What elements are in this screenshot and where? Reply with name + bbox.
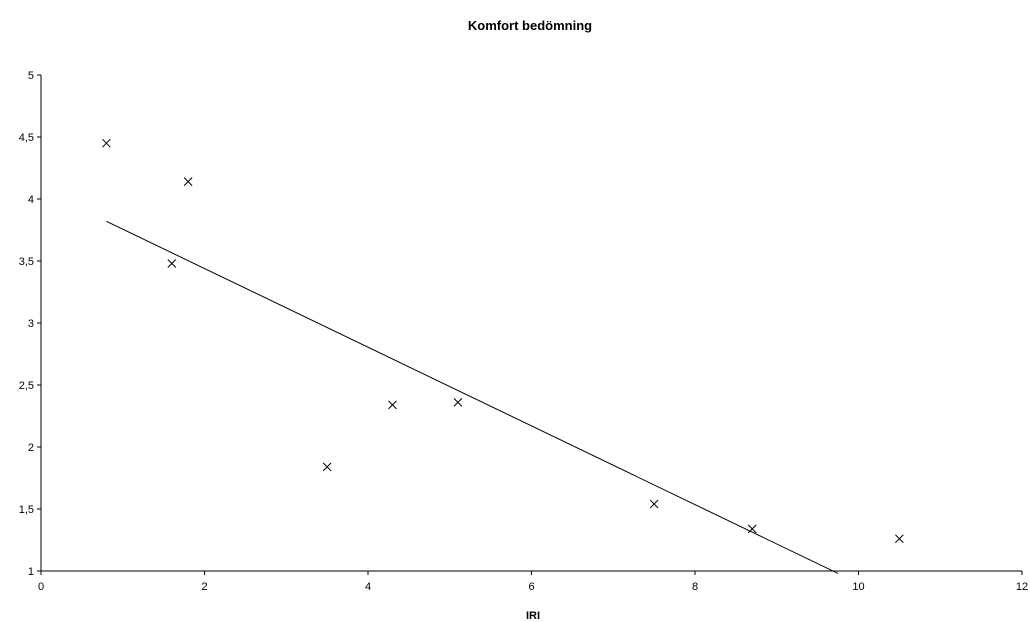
y-tick-label: 3,5 — [19, 256, 34, 268]
data-point-x-marker — [322, 462, 332, 472]
tick-marks — [37, 74, 1023, 575]
marker-stroke — [167, 259, 177, 268]
x-tick-label: 0 — [38, 581, 44, 593]
data-point-x-marker — [102, 138, 111, 148]
marker-stroke — [747, 524, 757, 534]
y-tick-label: 1,5 — [19, 504, 34, 516]
data-points — [102, 138, 904, 544]
trendline-group — [106, 220, 839, 574]
x-tick-label: 10 — [852, 581, 864, 593]
data-point-x-marker — [649, 499, 659, 509]
chart-title: Komfort bedömning — [467, 18, 593, 33]
x-tick-label: 4 — [365, 581, 371, 593]
marker-stroke — [388, 400, 397, 410]
x-tick-label: 2 — [201, 581, 207, 593]
data-point-x-marker — [183, 177, 193, 186]
marker-stroke — [649, 499, 659, 509]
tick-labels: 1 1,5 2 2,5 3 3,5 4 4,5 5 0 2 4 6 8 10 12 — [19, 70, 1028, 593]
marker-stroke — [453, 398, 463, 407]
y-tick-label: 4,5 — [19, 132, 34, 144]
x-tick-label: 6 — [528, 581, 534, 593]
marker-stroke — [895, 534, 904, 544]
x-tick-label: 8 — [692, 581, 698, 593]
data-point-x-marker — [167, 259, 177, 268]
y-tick-label: 4 — [28, 194, 34, 206]
marker-stroke — [183, 177, 193, 186]
data-point-x-marker — [895, 534, 904, 544]
data-point-x-marker — [747, 524, 757, 534]
trendline — [106, 220, 839, 574]
x-axis-title: IRI — [526, 610, 540, 622]
x-tick-label: 12 — [1016, 581, 1028, 593]
data-point-x-marker — [388, 400, 397, 410]
y-tick-label: 2,5 — [19, 380, 34, 392]
marker-stroke — [322, 462, 332, 472]
y-tick-label: 1 — [28, 566, 34, 578]
y-tick-label: 2 — [28, 442, 34, 454]
marker-stroke — [102, 138, 111, 148]
axes — [40, 75, 1022, 572]
y-tick-label: 5 — [28, 70, 34, 82]
y-tick-label: 3 — [28, 318, 34, 330]
data-point-x-marker — [453, 398, 463, 407]
